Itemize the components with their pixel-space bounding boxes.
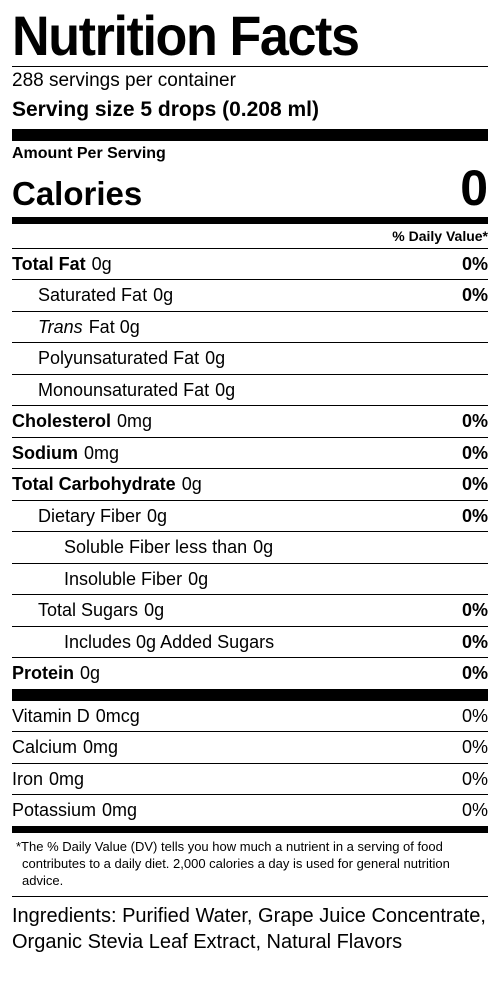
daily-value-header: % Daily Value* (12, 224, 488, 248)
servings-per-container: 288 servings per container (12, 67, 488, 96)
nutrient-name: Vitamin D (12, 705, 90, 728)
nutrient-amount: 0mcg (96, 705, 140, 728)
soluble-fiber-row: Soluble Fiber less than 0g (12, 531, 488, 563)
nutrient-amount: 0g (182, 473, 202, 496)
nutrient-pct: 0% (462, 599, 488, 622)
nutrient-pct: 0% (462, 662, 488, 685)
trans-prefix: Trans (38, 316, 83, 339)
nutrient-pct: 0% (462, 253, 488, 276)
trans-fat-row: Trans Fat 0g (12, 311, 488, 343)
insoluble-fiber-row: Insoluble Fiber 0g (12, 563, 488, 595)
nutrient-amount: 0g (80, 662, 100, 685)
nutrient-name: Includes 0g Added Sugars (64, 631, 274, 654)
calories-row: Calories 0 (12, 163, 488, 217)
nutrient-amount: 0g (147, 505, 167, 528)
nutrient-name: Polyunsaturated Fat (38, 347, 199, 370)
potassium-row: Potassium 0mg 0% (12, 794, 488, 826)
serving-size-label: Serving size (12, 98, 135, 121)
iron-row: Iron 0mg 0% (12, 763, 488, 795)
sodium-row: Sodium 0mg 0% (12, 437, 488, 469)
total-fat-row: Total Fat 0g 0% (12, 248, 488, 280)
ingredients-label: Ingredients: (12, 905, 117, 927)
serving-size-row: Serving size 5 drops (0.208 ml) (12, 96, 488, 129)
nutrient-name: Potassium (12, 799, 96, 822)
nutrient-amount: 0mg (83, 736, 118, 759)
nutrient-pct: 0% (462, 410, 488, 433)
nutrient-pct: 0% (462, 736, 488, 759)
calories-label: Calories (12, 175, 142, 213)
nutrient-pct: 0% (462, 442, 488, 465)
nutrient-pct: 0% (462, 799, 488, 822)
nutrient-pct: 0% (462, 705, 488, 728)
nutrient-name: Iron (12, 768, 43, 791)
label-title: Nutrition Facts (12, 8, 455, 64)
amount-per-serving: Amount Per Serving (12, 141, 488, 163)
calcium-row: Calcium 0mg 0% (12, 731, 488, 763)
calories-value: 0 (460, 163, 488, 213)
nutrient-amount: 0mg (49, 768, 84, 791)
vitamin-d-row: Vitamin D 0mcg 0% (12, 701, 488, 732)
nutrient-name: Insoluble Fiber (64, 568, 182, 591)
ingredients: Ingredients: Purified Water, Grape Juice… (12, 897, 488, 957)
added-sugars-row: Includes 0g Added Sugars 0% (12, 626, 488, 658)
nutrient-name: Total Carbohydrate (12, 473, 176, 496)
dietary-fiber-row: Dietary Fiber 0g 0% (12, 500, 488, 532)
nutrient-name: Dietary Fiber (38, 505, 141, 528)
trans-suffix: Fat 0g (89, 316, 140, 339)
nutrient-name: Protein (12, 662, 74, 685)
saturated-fat-row: Saturated Fat 0g 0% (12, 279, 488, 311)
nutrient-name: Total Fat (12, 253, 86, 276)
nutrient-name: Saturated Fat (38, 284, 147, 307)
nutrient-amount: 0g (153, 284, 173, 307)
nutrition-facts-label: Nutrition Facts 288 servings per contain… (0, 0, 500, 965)
rule-medium (12, 826, 488, 833)
rule-thick (12, 129, 488, 141)
nutrient-name: Monounsaturated Fat (38, 379, 209, 402)
mono-fat-row: Monounsaturated Fat 0g (12, 374, 488, 406)
nutrient-pct: 0% (462, 284, 488, 307)
nutrient-name: Soluble Fiber less than (64, 536, 247, 559)
nutrient-amount: 0mg (84, 442, 119, 465)
cholesterol-row: Cholesterol 0mg 0% (12, 405, 488, 437)
vitamin-section: Vitamin D 0mcg 0% Calcium 0mg 0% Iron 0m… (12, 701, 488, 826)
total-carb-row: Total Carbohydrate 0g 0% (12, 468, 488, 500)
nutrient-amount: 0g (253, 536, 273, 559)
rule-medium (12, 217, 488, 224)
nutrient-amount: 0mg (117, 410, 152, 433)
nutrient-amount: 0g (205, 347, 225, 370)
nutrient-amount: 0g (188, 568, 208, 591)
nutrient-amount: 0mg (102, 799, 137, 822)
nutrient-name: Cholesterol (12, 410, 111, 433)
nutrient-name: Total Sugars (38, 599, 138, 622)
nutrient-name: Sodium (12, 442, 78, 465)
rule-thick (12, 689, 488, 701)
nutrient-pct: 0% (462, 768, 488, 791)
nutrient-pct: 0% (462, 631, 488, 654)
protein-row: Protein 0g 0% (12, 657, 488, 689)
nutrient-name: Calcium (12, 736, 77, 759)
dv-footnote: *The % Daily Value (DV) tells you how mu… (12, 833, 488, 896)
nutrient-amount: 0g (144, 599, 164, 622)
poly-fat-row: Polyunsaturated Fat 0g (12, 342, 488, 374)
nutrient-amount: 0g (92, 253, 112, 276)
nutrient-amount: 0g (215, 379, 235, 402)
serving-size-value: 5 drops (0.208 ml) (140, 98, 319, 121)
total-sugars-row: Total Sugars 0g 0% (12, 594, 488, 626)
nutrient-pct: 0% (462, 473, 488, 496)
nutrient-pct: 0% (462, 505, 488, 528)
